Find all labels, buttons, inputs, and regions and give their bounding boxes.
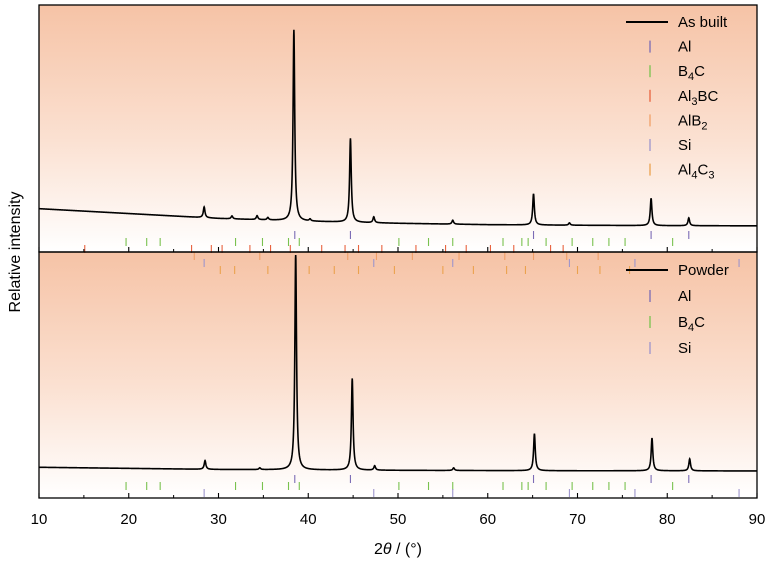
top-panel-background: [39, 5, 757, 252]
legend-label-al: Al: [678, 39, 691, 56]
legend-label-pattern: As built: [678, 14, 728, 31]
legend-label-alb2: AlB2: [678, 112, 707, 132]
legend-label-b4c: B4C: [678, 314, 705, 334]
legend-label-b4c: B4C: [678, 63, 705, 83]
legend-label-pattern: Powder: [678, 262, 729, 279]
x-axis-title-theta: θ: [383, 541, 392, 558]
x-axis-title-prefix: 2: [374, 541, 383, 558]
legend-label-al3bc: Al3BC: [678, 88, 718, 108]
x-tick-label-1: 20: [120, 511, 137, 528]
x-axis: 10 20 30 40 50 60 70 80 90: [31, 247, 766, 528]
x-tick-label-0: 10: [31, 511, 48, 528]
legend-label-si: Si: [678, 137, 691, 154]
legend-label-al: Al: [678, 288, 691, 305]
x-tick-label-5: 60: [479, 511, 496, 528]
x-tick-label-3: 40: [300, 511, 317, 528]
x-axis-title-suffix: / (°): [392, 541, 422, 558]
x-tick-label-2: 30: [210, 511, 227, 528]
x-tick-label-6: 70: [569, 511, 586, 528]
bottom-panel-background: [39, 252, 757, 498]
x-tick-label-4: 50: [390, 511, 407, 528]
x-axis-title: 2θ / (°): [374, 541, 422, 558]
pattern-line-powder: [39, 254, 757, 472]
legend-label-si: Si: [678, 340, 691, 357]
x-tick-label-7: 80: [659, 511, 676, 528]
bottom-panel: Powder Al B4C Si: [39, 254, 757, 497]
legend-label-al4c3: Al4C3: [678, 162, 714, 182]
y-axis-title: Relative intensity: [7, 192, 24, 313]
x-tick-label-8: 90: [749, 511, 766, 528]
pattern-line-as-built: [38, 29, 757, 227]
top-panel: As built Al B4C Al3BC AlB2 Si Al4C3: [38, 14, 757, 274]
